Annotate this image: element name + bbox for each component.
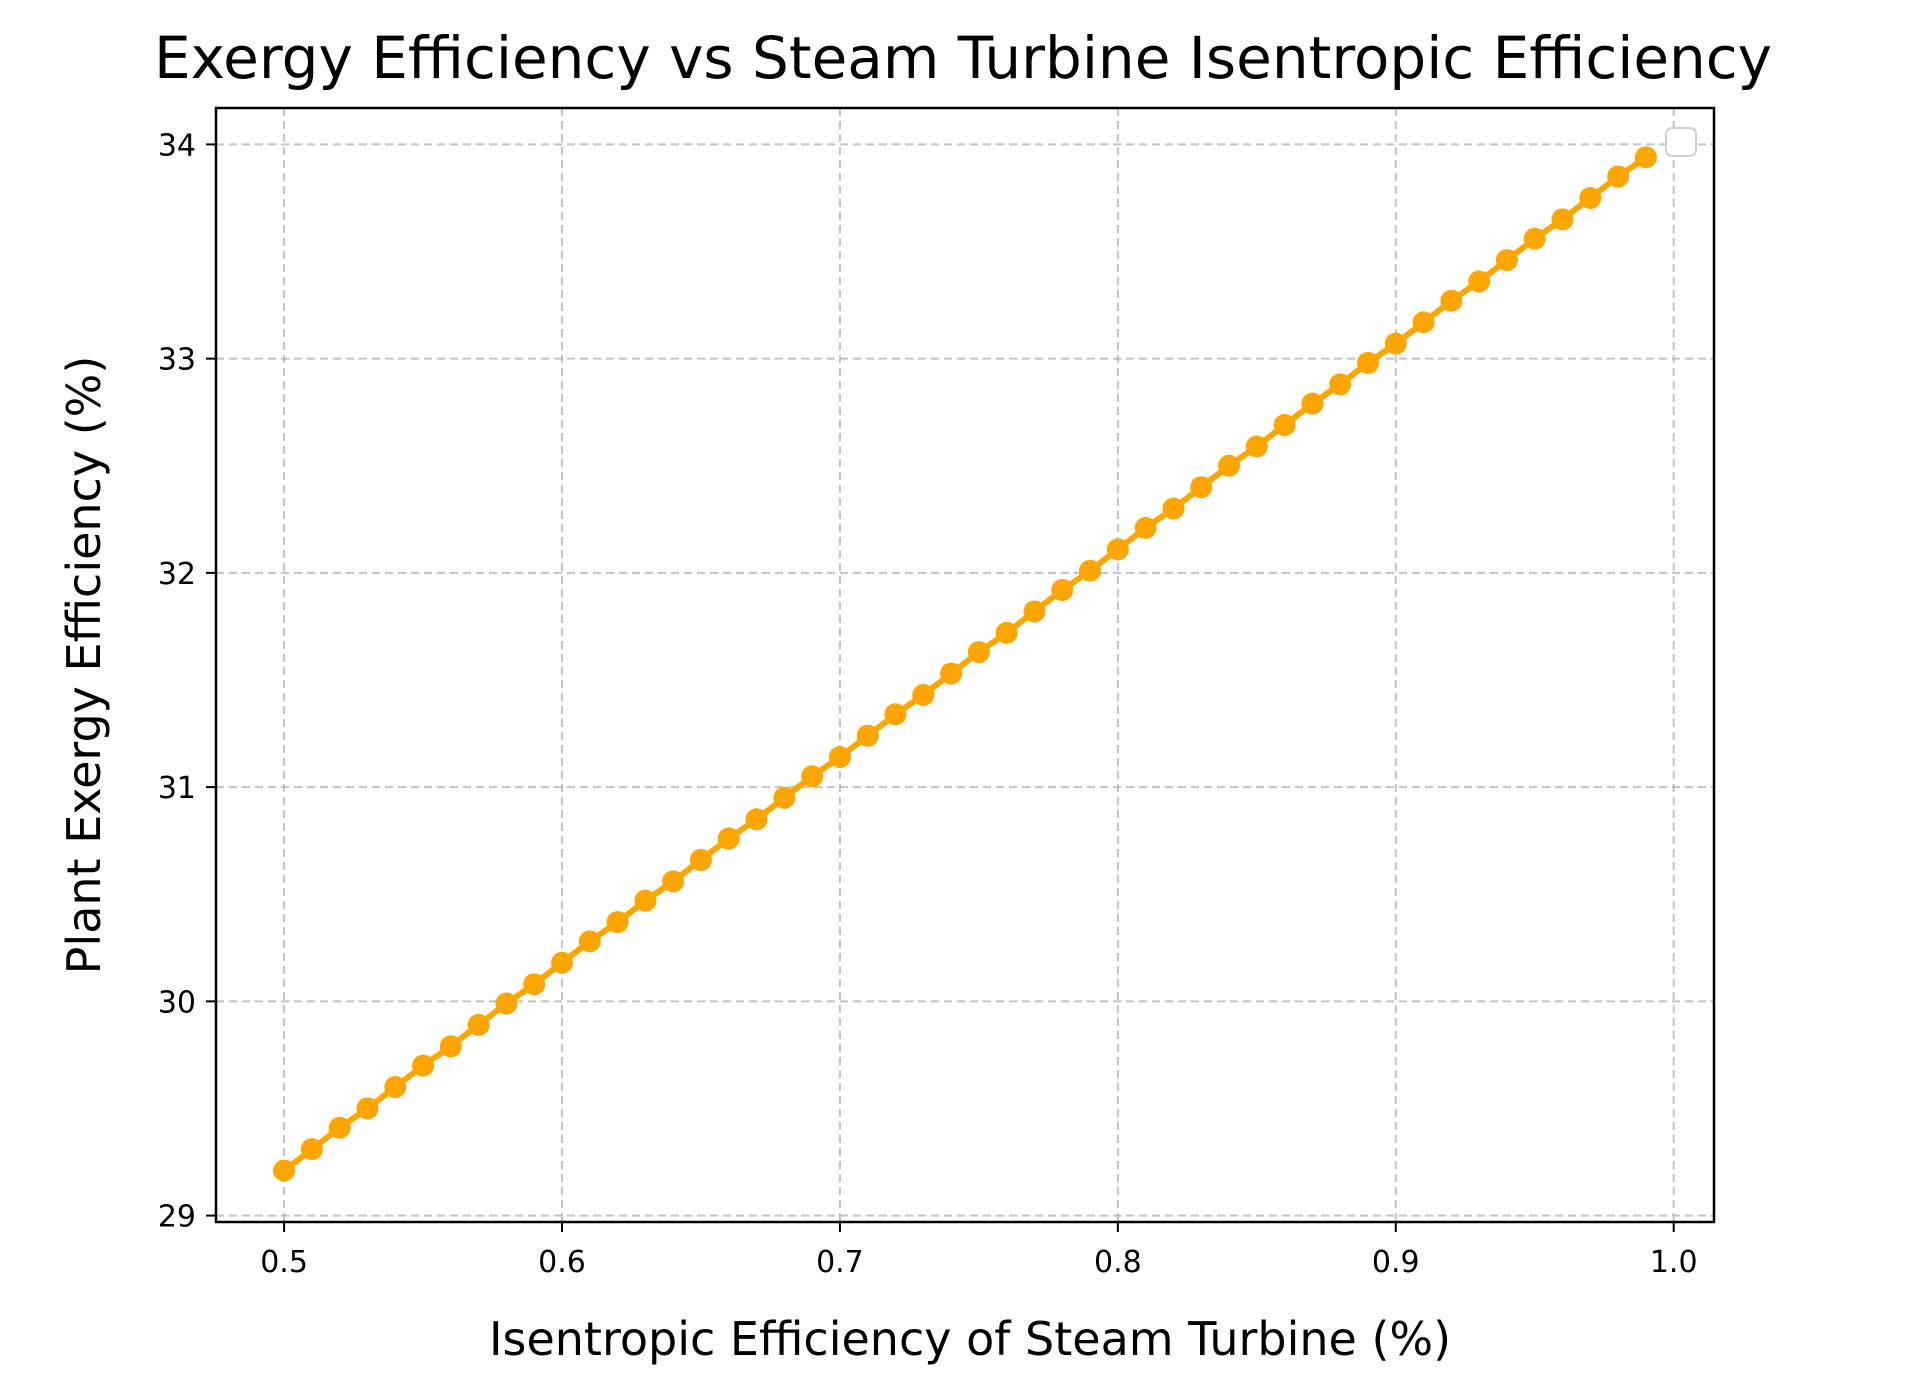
data-point [1551, 208, 1574, 231]
data-point [356, 1097, 379, 1120]
data-point [801, 765, 824, 788]
y-tick-label: 29 [158, 1200, 196, 1235]
data-point [300, 1138, 323, 1161]
data-point [1607, 165, 1630, 188]
data-point [384, 1076, 407, 1099]
data-point [467, 1013, 490, 1036]
data-point [495, 992, 518, 1015]
data-point [1384, 332, 1407, 355]
data-point [1634, 146, 1657, 169]
data-point [328, 1116, 351, 1139]
data-point [1218, 454, 1241, 477]
y-tick-label: 33 [158, 343, 196, 378]
data-point [1134, 516, 1157, 539]
data-point [1273, 414, 1296, 437]
data-point [717, 827, 740, 850]
data-point [412, 1054, 435, 1077]
data-point [912, 683, 935, 706]
y-tick-label: 32 [158, 557, 196, 592]
data-point [828, 746, 851, 769]
data-point [1106, 538, 1129, 561]
data-point [662, 870, 685, 893]
x-tick-label: 0.8 [1094, 1245, 1142, 1280]
x-tick-label: 0.5 [260, 1245, 308, 1280]
data-point [1412, 311, 1435, 334]
data-point [1079, 559, 1102, 582]
grid [216, 108, 1714, 1222]
data-point [1356, 351, 1379, 374]
data-point [273, 1159, 296, 1182]
data-point [745, 808, 768, 831]
chart-title: Exergy Efficiency vs Steam Turbine Isent… [154, 24, 1772, 92]
data-point [995, 621, 1018, 644]
data-point [1162, 497, 1185, 520]
data-point [523, 973, 546, 996]
data-point [1579, 186, 1602, 209]
data-point [856, 724, 879, 747]
data-point [606, 911, 629, 934]
data-point [1301, 392, 1324, 415]
data-point [967, 641, 990, 664]
data-point [1023, 600, 1046, 623]
data-point [578, 930, 601, 953]
data-point [1190, 476, 1213, 499]
data-point [1329, 373, 1352, 396]
data-point [551, 951, 574, 974]
y-tick-label: 31 [158, 771, 196, 806]
series-group [273, 146, 1657, 1182]
data-point [634, 889, 657, 912]
data-point [1440, 289, 1463, 312]
data-point [1495, 249, 1518, 272]
legend-box [1665, 127, 1697, 157]
data-point [773, 786, 796, 809]
data-point [689, 848, 712, 871]
data-point [884, 703, 907, 726]
y-axis-label: Plant Exergy Efficiency (%) [57, 356, 111, 975]
data-point [1245, 435, 1268, 458]
data-point [1468, 270, 1491, 293]
data-point [1051, 579, 1074, 602]
data-point [1523, 227, 1546, 250]
data-point [439, 1035, 462, 1058]
y-tick-label: 30 [158, 985, 196, 1020]
x-tick-label: 0.7 [816, 1245, 864, 1280]
x-tick-label: 1.0 [1650, 1245, 1698, 1280]
x-axis-label: Isentropic Efficiency of Steam Turbine (… [489, 1312, 1451, 1366]
plot-frame [214, 106, 1716, 1224]
axis-ticks: 0.5 0.6 0.7 0.8 0.9 1.0 29 30 31 32 33 34 [158, 128, 1698, 1280]
x-tick-label: 0.6 [538, 1245, 586, 1280]
y-tick-label: 34 [158, 128, 196, 163]
data-point [940, 662, 963, 685]
x-tick-label: 0.9 [1372, 1245, 1420, 1280]
